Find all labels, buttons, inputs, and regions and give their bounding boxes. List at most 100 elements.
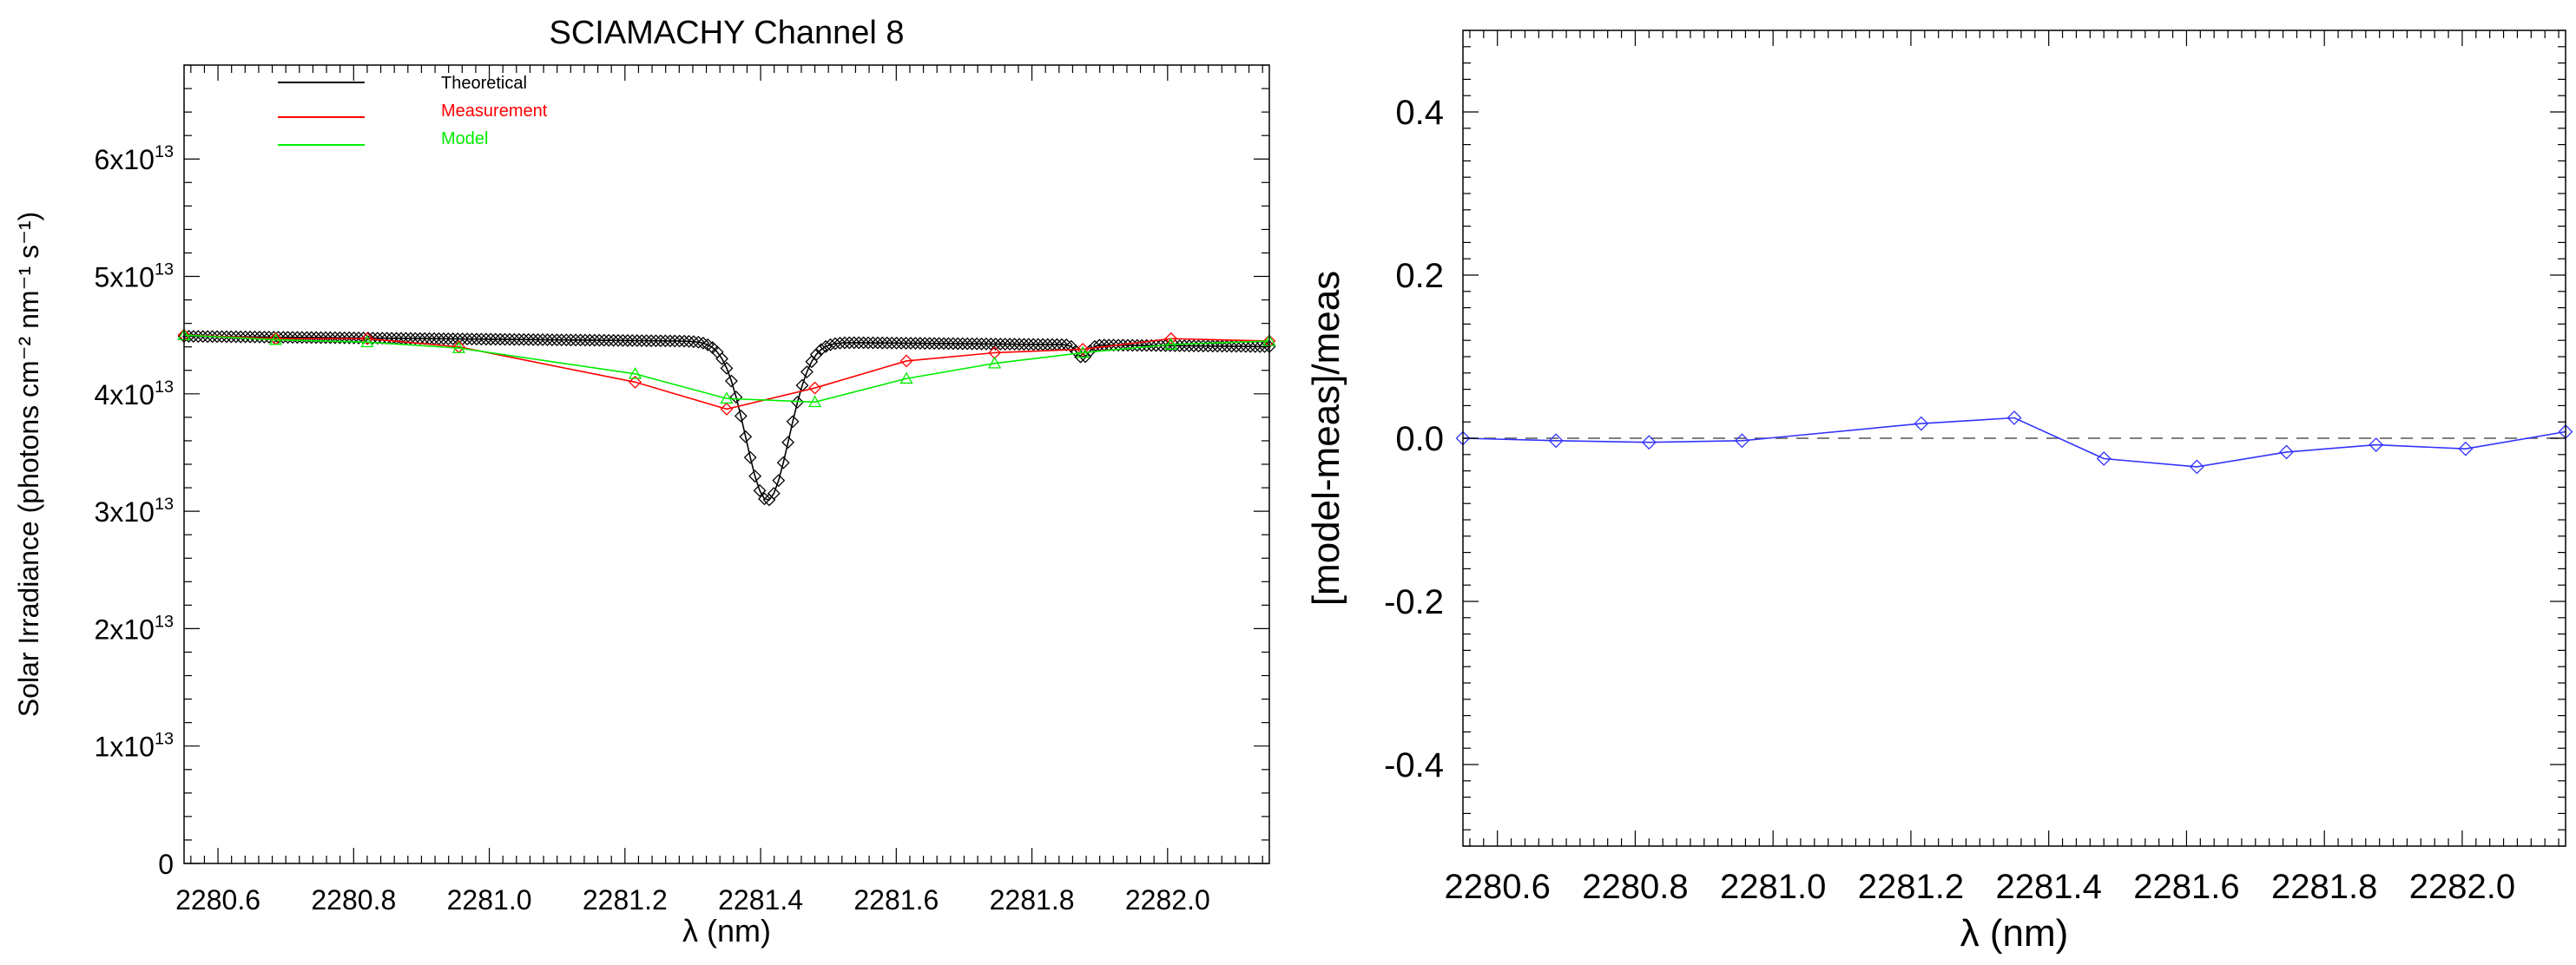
data-point-theoretical [583,333,596,347]
data-point-model-meas-meas [1914,416,1929,431]
x-tick-label: 2282.0 [2409,868,2515,906]
data-point-theoretical [743,450,757,464]
data-point-measurement [629,375,642,389]
series-line-model [183,334,1270,404]
data-point-theoretical [658,334,672,348]
data-point-theoretical [951,337,965,351]
data-point-theoretical [758,492,771,506]
data-point-theoretical [998,338,1012,351]
y-tick-exponent: 13 [155,260,174,279]
data-point-theoretical [842,336,856,350]
data-point-theoretical [616,333,629,347]
data-point-theoretical [536,333,550,346]
data-point-theoretical [1243,339,1257,353]
data-point-theoretical [347,331,361,345]
data-point-theoretical [852,336,866,350]
series-line-model-meas-meas [1462,417,2566,468]
data-point-theoretical [503,332,517,346]
data-point-theoretical [526,332,540,346]
data-point-theoretical [677,334,691,348]
y-tick-label: 2x1013 [95,612,174,645]
data-point-theoretical [1248,339,1262,353]
data-point-model [987,356,1002,369]
x-tick-label: 2282.0 [1125,884,1210,916]
data-point-theoretical [182,330,195,344]
data-point-theoretical [913,337,927,351]
data-point-model [628,366,642,379]
y-tick-exponent: 13 [155,495,174,514]
data-point-theoretical [564,333,578,347]
data-point-theoretical [753,483,767,497]
data-point-theoretical [319,331,333,345]
data-point-theoretical [828,337,842,351]
data-point-theoretical [498,332,511,346]
data-point-theoretical [1012,338,1026,351]
data-point-theoretical [541,333,554,346]
data-point-theoretical [550,333,563,347]
x-tick-label: 2281.4 [718,884,803,916]
data-point-theoretical [375,332,389,345]
data-point-theoretical [191,330,205,344]
data-point-theoretical [1022,338,1036,351]
data-point-theoretical [871,336,885,350]
data-point-theoretical [1258,339,1271,353]
data-point-theoretical [522,332,536,346]
data-point-model [1076,345,1090,358]
x-tick-label: 2280.8 [311,884,396,916]
data-point-model-meas-meas [1641,435,1657,450]
y-tick-label: -0.4 [1384,746,1444,784]
y-axis-label: [model-meas]/meas [1305,271,1347,606]
data-point-theoretical [300,331,313,345]
legend: Theoretical Measurement Model [278,74,548,148]
x-tick-label: 2280.6 [175,884,260,916]
data-point-theoretical [649,334,662,348]
data-point-theoretical [474,332,488,346]
data-point-theoretical [993,338,1007,351]
data-point-theoretical [324,331,337,345]
data-point-theoretical [291,331,304,345]
data-point-model-meas-meas [2279,444,2294,460]
data-point-theoretical [625,334,639,347]
data-point-theoretical [937,337,951,351]
data-point-theoretical [342,331,356,345]
y-tick-label: 0.2 [1395,257,1444,295]
data-point-theoretical [248,330,261,344]
data-point-theoretical [885,336,899,350]
data-point-theoretical [602,333,616,347]
data-point-theoretical [460,332,474,346]
data-point-theoretical [597,333,611,347]
data-point-theoretical [970,337,984,351]
data-point-theoretical [621,333,635,347]
y-tick-mantissa: 2x10 [95,614,155,645]
data-point-theoretical [328,331,342,345]
data-point-theoretical [1140,338,1154,352]
data-point-theoretical [470,332,484,346]
y-tick-label: 0 [158,849,174,880]
data-point-theoretical [696,336,710,350]
data-point-theoretical [229,330,243,344]
y-tick-mantissa: 5x10 [95,262,155,293]
x-tick-label: 2281.0 [447,884,532,916]
y-tick-mantissa: 4x10 [95,379,155,410]
data-point-theoretical [932,337,945,351]
data-point-theoretical [800,365,814,378]
legend-label-theoretical: Theoretical [441,74,527,93]
data-point-model [268,332,283,345]
data-point-theoretical [1026,338,1040,351]
data-point-theoretical [942,337,955,351]
data-point-theoretical [559,333,573,347]
data-point-theoretical [682,334,695,348]
data-point-theoretical [404,332,418,345]
data-point-theoretical [1239,339,1253,353]
data-point-theoretical [668,334,682,348]
data-point-theoretical [819,339,833,353]
data-point-theoretical [555,333,569,347]
data-point-theoretical [352,332,366,345]
data-point-theoretical [338,331,352,345]
data-point-theoretical [654,334,668,348]
y-tick-exponent: 13 [155,730,174,749]
data-point-theoretical [607,333,620,347]
data-point-measurement [360,332,374,345]
data-point-theoretical [956,337,970,351]
data-point-theoretical [781,436,795,450]
